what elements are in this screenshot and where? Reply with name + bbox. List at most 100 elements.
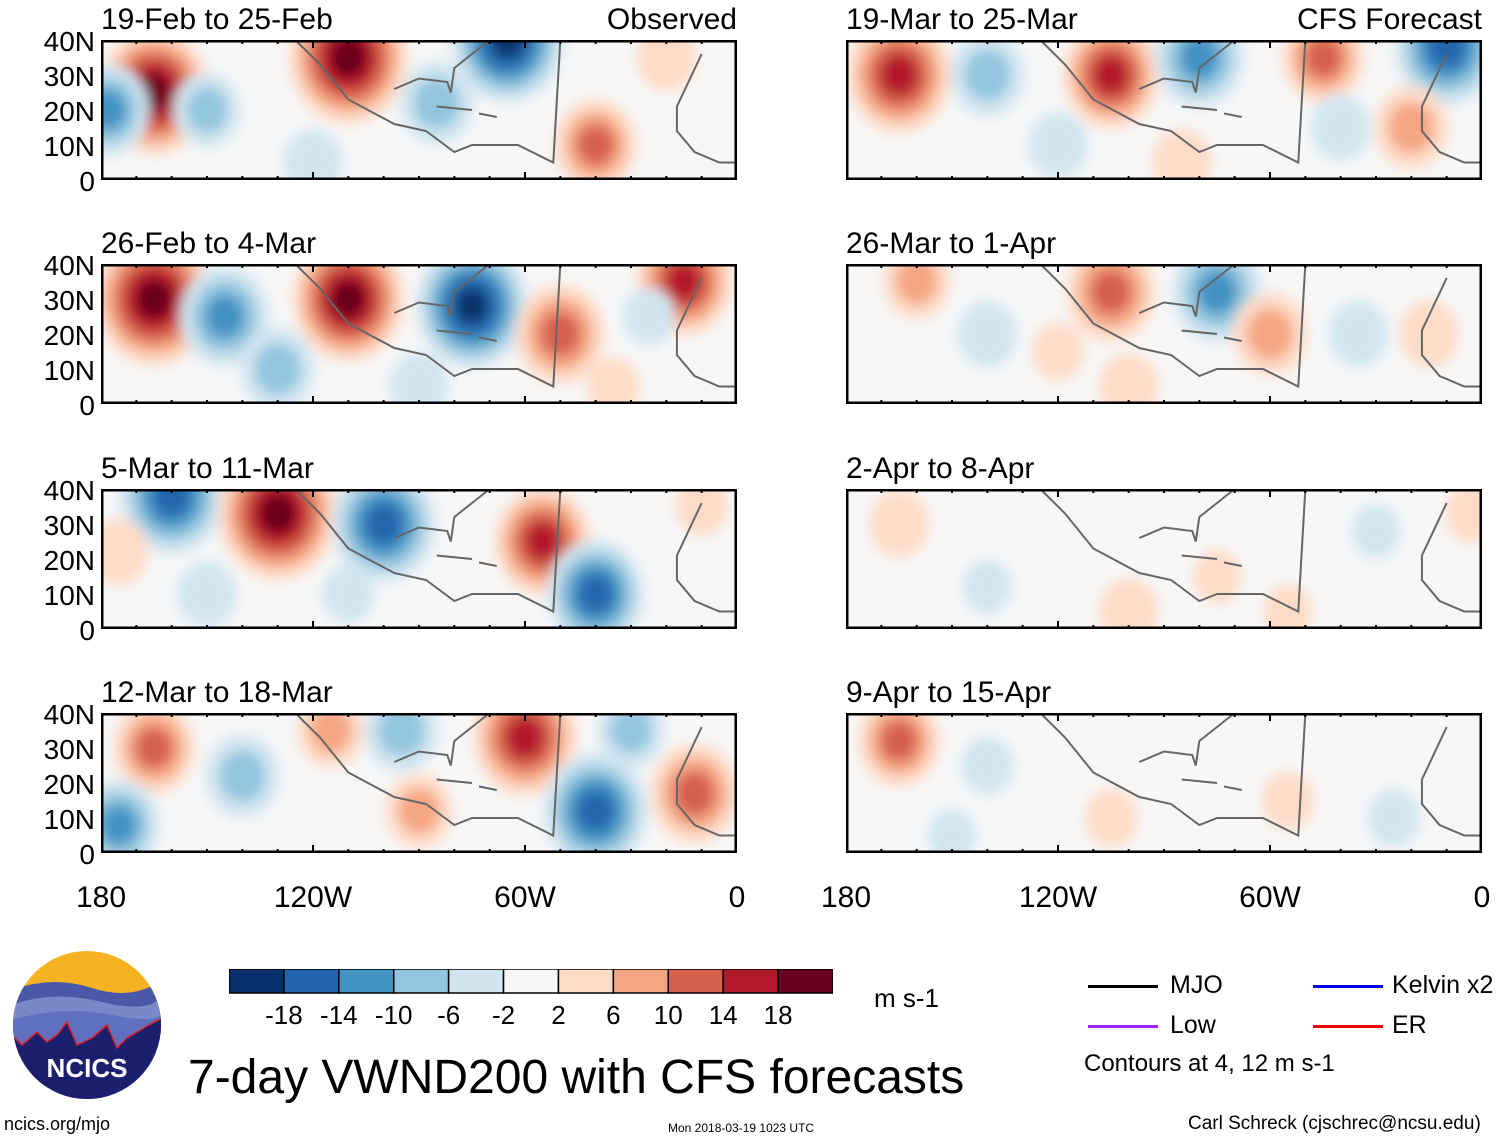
y-tick-label: 0 [79, 615, 95, 646]
anomaly-contour [1304, 40, 1342, 78]
coastline-us-gulf [1138, 713, 1236, 766]
anomaly-contour [1151, 129, 1212, 180]
y-tick-label: 10N [43, 355, 95, 386]
panel-title: 26-Mar to 1-Apr [846, 227, 1057, 260]
anomaly-contour [1351, 503, 1401, 559]
anomaly-contour [153, 489, 190, 517]
anomaly-contour [880, 54, 918, 96]
anomaly-contour [1328, 300, 1389, 368]
x-tick-label: 0 [728, 881, 746, 914]
anomaly-contour [880, 720, 918, 762]
anomaly-contour [260, 494, 295, 533]
colorbar-segment [722, 969, 779, 994]
map-panel-cfs2 [846, 264, 1482, 404]
anomaly-contour [365, 503, 402, 545]
legend-label-mjo: MJO [1170, 971, 1223, 999]
anomaly-contour [283, 129, 343, 180]
colorbar-segment [283, 969, 340, 994]
anomaly-contour [398, 787, 440, 835]
y-tick-label: 40N [43, 250, 95, 281]
y-tick-label: 30N [43, 510, 95, 541]
legend-line-kelvin [1313, 985, 1383, 988]
map-panel-cfs3 [846, 489, 1482, 629]
map-panel-obs3 [101, 489, 737, 629]
anomaly-contour [219, 750, 266, 802]
coastline-us-gulf [1138, 489, 1236, 542]
y-tick-label: 40N [43, 699, 95, 730]
colorbar-segment [447, 969, 505, 994]
coastline-americas [1039, 264, 1307, 389]
anomaly-contour [204, 294, 245, 339]
site-url: ncics.org/mjo [4, 1114, 111, 1134]
anomaly-contour [254, 343, 301, 395]
panel-title: 19-Feb to 25-Feb [101, 3, 333, 36]
y-tick-label: 20N [43, 96, 95, 127]
coastline-caribbean [436, 105, 497, 118]
coastline-africa [1420, 502, 1482, 613]
legend-label-low: Low [1170, 1011, 1216, 1039]
map-panel-obs2 [101, 264, 737, 404]
anomaly-contour [491, 40, 524, 58]
y-tick-label: 10N [43, 804, 95, 835]
colorbar-tick-label: 14 [708, 1000, 738, 1030]
anomaly-contour [455, 288, 489, 324]
anomaly-contour [186, 86, 228, 134]
y-tick-label: 30N [43, 734, 95, 765]
colorbar-segment [557, 969, 615, 994]
anomaly-contour [413, 77, 460, 129]
colorbar-segment [392, 969, 450, 994]
coastline-us-gulf [393, 489, 491, 542]
x-tick-label: 180 [820, 881, 872, 914]
colorbar-tick-label: -2 [491, 1000, 516, 1030]
ncics-logo: NCICS [13, 951, 161, 1099]
anomaly-contour [1246, 308, 1294, 360]
anomaly-contour [309, 713, 352, 754]
map-panel-obs1 [101, 40, 737, 180]
x-tick-label: 120W [273, 881, 353, 914]
anomaly-contour [136, 279, 172, 319]
panel-title: 9-Apr to 15-Apr [846, 676, 1052, 709]
anomaly-contour [1098, 578, 1159, 629]
coastline-africa [675, 277, 737, 388]
anomaly-contour [378, 713, 425, 757]
anomaly-contour [610, 713, 652, 754]
anomaly-contour [1197, 269, 1237, 315]
coastline-americas [1039, 489, 1307, 614]
anomaly-contour [578, 575, 613, 613]
contours-note: Contours at 4, 12 m s-1 [1084, 1050, 1335, 1077]
coastline-africa [1420, 277, 1482, 388]
x-tick-label: 60W [494, 881, 556, 914]
anomaly-contour [927, 808, 977, 853]
y-tick-label: 0 [79, 166, 95, 197]
anomaly-contour [322, 564, 375, 624]
coastline-us-gulf [393, 264, 491, 317]
coastline-americas [1039, 40, 1307, 165]
anomaly-contour [963, 559, 1012, 615]
logo-text: NCICS [47, 1053, 128, 1083]
panel-source-label: Observed [606, 3, 737, 36]
anomaly-contour [135, 727, 173, 769]
anomaly-contour [961, 736, 1014, 795]
timestamp: Mon 2018-03-19 1023 UTC [668, 1121, 815, 1135]
panel-title: 2-Apr to 8-Apr [846, 452, 1035, 485]
coastline-africa [675, 726, 737, 837]
coastline-africa [675, 53, 737, 164]
map-panel-obs4 [101, 713, 737, 853]
y-tick-label: 20N [43, 545, 95, 576]
anomaly-contour [331, 40, 366, 77]
anomaly-contour [1091, 269, 1131, 315]
panel-source-label: CFS Forecast [1296, 3, 1482, 36]
colorbar-units: m s-1 [874, 983, 939, 1013]
colorbar-segment [229, 969, 285, 994]
legend-label-er: ER [1392, 1011, 1427, 1039]
anomaly-contour [101, 89, 127, 131]
coastline-africa [1420, 53, 1482, 164]
x-tick-label: 60W [1239, 881, 1301, 914]
anomaly-contour [587, 357, 640, 404]
coastline-caribbean [436, 554, 497, 567]
anomaly-contour [1310, 94, 1371, 161]
anomaly-contour [622, 287, 675, 346]
colorbar-segment [667, 969, 724, 994]
anomaly-contour [1084, 788, 1138, 848]
colorbar-tick-label: -14 [320, 1000, 358, 1030]
